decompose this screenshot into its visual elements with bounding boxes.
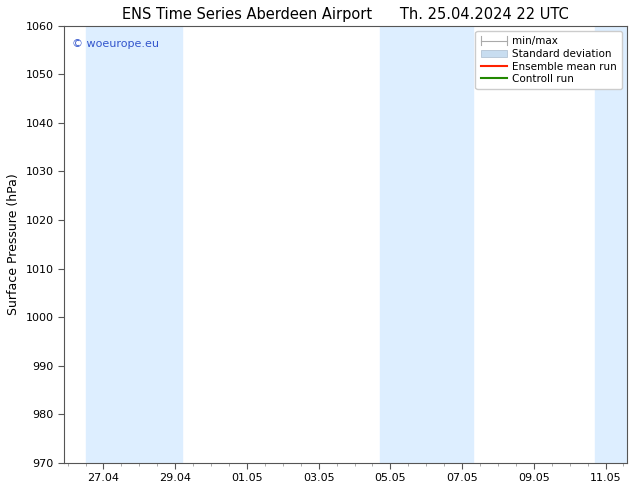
Legend: min/max, Standard deviation, Ensemble mean run, Controll run: min/max, Standard deviation, Ensemble me… [476,31,622,89]
Bar [595,26,627,463]
Text: © woeurope.eu: © woeurope.eu [72,39,160,49]
Y-axis label: Surface Pressure (hPa): Surface Pressure (hPa) [7,173,20,315]
Bar [380,26,473,463]
Title: ENS Time Series Aberdeen Airport      Th. 25.04.2024 22 UTC: ENS Time Series Aberdeen Airport Th. 25.… [122,7,569,22]
Bar [86,26,183,463]
